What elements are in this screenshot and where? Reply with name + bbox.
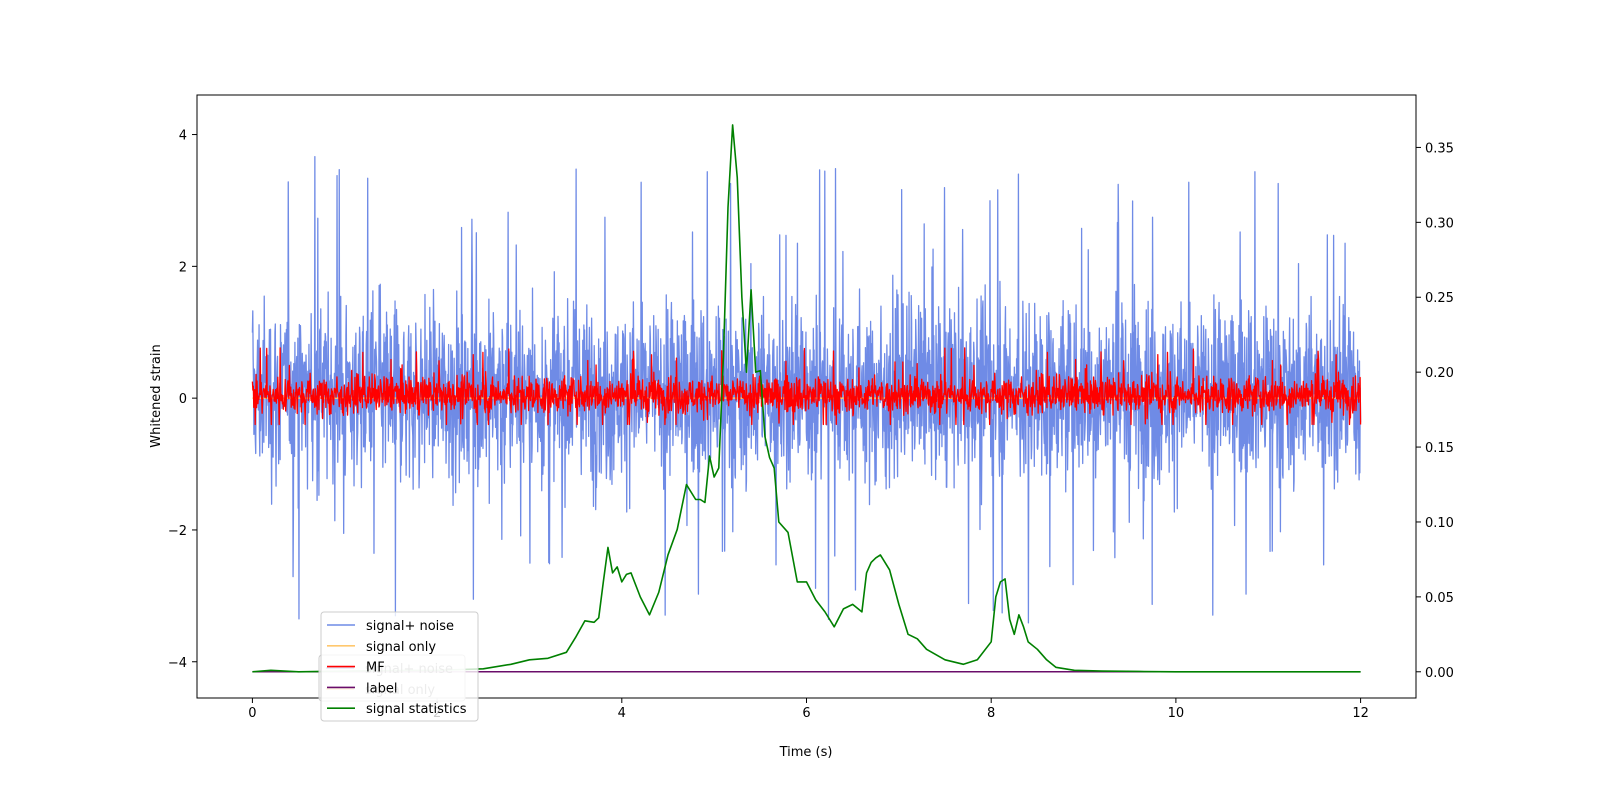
y2-tick-label: 0.10 (1425, 516, 1454, 531)
legend: signal+ noise signal onlysignal+ noise sig… (318, 611, 479, 722)
x-tick-label: 0 (248, 706, 256, 721)
y2-tick-label: 0.05 (1425, 591, 1454, 606)
y2-tick-label: 0.15 (1425, 441, 1454, 456)
legend-label: signal only (366, 640, 436, 655)
plot-area (251, 124, 1362, 673)
y-axis-right: 0.00 0.05 0.10 0.15 0.20 0.25 0.30 0.35 (1416, 141, 1454, 681)
series-line (251, 347, 1362, 426)
y-tick-label: −4 (168, 656, 187, 671)
y-tick-label: 4 (179, 129, 187, 144)
series-mf (251, 347, 1362, 426)
legend-label: signal+ noise (366, 619, 454, 634)
x-tick-label: 6 (802, 706, 810, 721)
series-signal-statistics (252, 124, 1361, 673)
y2-tick-label: 0.30 (1425, 216, 1454, 231)
y2-tick-label: 0.20 (1425, 366, 1454, 381)
series-line (252, 124, 1361, 673)
y2-tick-label: 0.35 (1425, 141, 1454, 156)
y-axis-left: −4 −2 0 2 4 (168, 129, 197, 671)
legend-label: label (366, 681, 397, 696)
y-tick-label: 2 (179, 260, 187, 275)
x-tick-label: 12 (1352, 706, 1369, 721)
legend-main: signal+ noise signal only MF label signal st… (320, 611, 479, 722)
y-tick-label: 0 (179, 392, 187, 407)
x-tick-label: 8 (987, 706, 995, 721)
legend-label: signal statistics (366, 702, 467, 717)
y-axis-label: Whitened strain (149, 344, 164, 447)
legend-label: MF (366, 661, 385, 676)
x-tick-label: 4 (618, 706, 626, 721)
x-axis-label: Time (s) (779, 745, 833, 760)
x-tick-label: 10 (1168, 706, 1185, 721)
y2-tick-label: 0.25 (1425, 291, 1454, 306)
y2-tick-label: 0.00 (1425, 666, 1454, 681)
y-tick-label: −2 (168, 524, 187, 539)
